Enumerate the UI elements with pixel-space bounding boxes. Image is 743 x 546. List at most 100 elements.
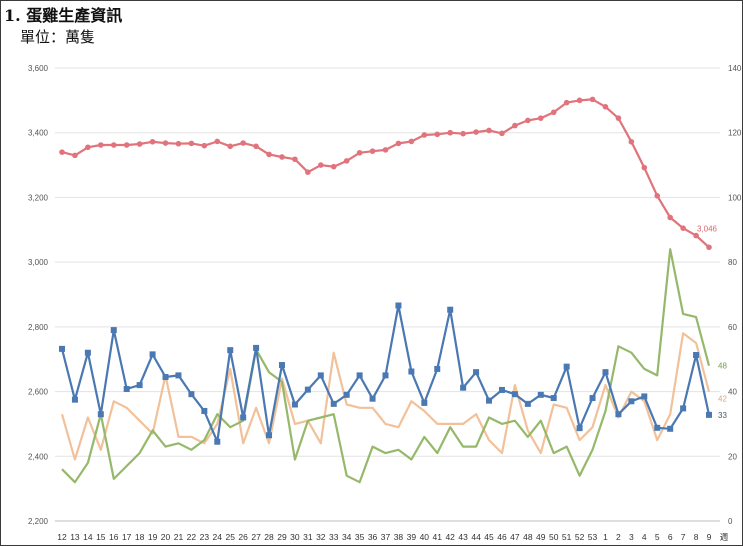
data-point bbox=[628, 398, 635, 405]
data-point bbox=[188, 140, 195, 147]
y-left-tick-label: 2,600 bbox=[28, 388, 49, 397]
x-tick-label: 25 bbox=[225, 532, 235, 542]
data-point bbox=[123, 142, 130, 148]
data-point bbox=[576, 97, 583, 104]
x-tick-label: 42 bbox=[445, 532, 455, 542]
data-point bbox=[550, 395, 557, 402]
x-tick-label: 47 bbox=[510, 532, 520, 542]
data-point bbox=[305, 169, 311, 175]
x-tick-label: 6 bbox=[668, 532, 673, 542]
x-tick-label: 45 bbox=[484, 532, 494, 542]
data-point bbox=[693, 352, 700, 359]
x-tick-label: 2 bbox=[616, 532, 621, 542]
y-right-tick-label: 100 bbox=[728, 193, 742, 202]
x-tick-label: 15 bbox=[96, 532, 106, 542]
x-tick-label: 31 bbox=[303, 532, 313, 542]
data-point bbox=[291, 401, 298, 408]
data-point bbox=[498, 386, 505, 393]
data-point bbox=[473, 129, 479, 135]
data-point bbox=[84, 349, 91, 356]
data-point bbox=[680, 225, 686, 231]
x-tick-label: 30 bbox=[290, 532, 300, 542]
x-tick-label: 23 bbox=[200, 532, 210, 542]
y-left-tick-label: 3,600 bbox=[28, 64, 49, 73]
y-right-tick-label: 20 bbox=[728, 452, 737, 461]
x-tick-label: 38 bbox=[394, 532, 404, 542]
x-tick-label: 14 bbox=[83, 532, 93, 542]
data-point bbox=[240, 414, 247, 421]
data-point bbox=[667, 214, 673, 221]
x-tick-label: 1 bbox=[603, 532, 608, 542]
x-tick-label: 50 bbox=[549, 532, 559, 542]
data-point bbox=[85, 144, 91, 151]
data-point bbox=[641, 164, 648, 171]
data-point bbox=[253, 143, 259, 150]
data-point bbox=[447, 129, 454, 136]
data-point bbox=[511, 391, 518, 398]
y-left-tick-label: 3,200 bbox=[28, 193, 49, 202]
data-point bbox=[175, 140, 182, 147]
data-label: 3,046 bbox=[697, 224, 718, 233]
x-tick-label: 41 bbox=[433, 532, 443, 542]
x-tick-label: 7 bbox=[681, 532, 686, 542]
x-tick-label: 12 bbox=[57, 532, 67, 542]
data-point bbox=[227, 347, 234, 354]
x-tick-label: 8 bbox=[694, 532, 699, 542]
data-point bbox=[706, 244, 712, 251]
x-tick-label: 3 bbox=[629, 532, 634, 542]
data-point bbox=[434, 365, 441, 372]
x-tick-label: 43 bbox=[458, 532, 468, 542]
data-point bbox=[110, 142, 117, 148]
y-right-tick-label: 40 bbox=[728, 388, 737, 397]
data-point bbox=[447, 306, 454, 313]
x-tick-label: 16 bbox=[109, 532, 119, 542]
data-point bbox=[214, 138, 221, 145]
x-tick-label: 29 bbox=[277, 532, 287, 542]
data-point bbox=[279, 154, 285, 160]
x-tick-label: 49 bbox=[536, 532, 546, 542]
y-right-tick-label: 120 bbox=[728, 129, 742, 138]
data-point bbox=[110, 327, 117, 334]
x-tick-label: 19 bbox=[148, 532, 158, 542]
data-point bbox=[71, 396, 78, 403]
data-point bbox=[188, 391, 195, 398]
data-point bbox=[550, 109, 557, 116]
data-point bbox=[563, 99, 570, 106]
x-tick-label: 34 bbox=[342, 532, 352, 542]
x-tick-label: 52 bbox=[575, 532, 585, 542]
x-tick-label: 13 bbox=[70, 532, 80, 542]
data-point bbox=[136, 382, 143, 389]
x-tick-label: 44 bbox=[471, 532, 481, 542]
data-point bbox=[162, 374, 169, 381]
data-point bbox=[201, 407, 208, 414]
data-point bbox=[162, 140, 169, 146]
data-point bbox=[654, 193, 661, 199]
x-tick-label: 24 bbox=[213, 532, 223, 542]
x-tick-label: 48 bbox=[523, 532, 533, 542]
data-point bbox=[421, 132, 428, 138]
data-point bbox=[434, 131, 441, 138]
data-point bbox=[317, 372, 324, 379]
data-point bbox=[525, 117, 531, 124]
data-point bbox=[343, 391, 350, 398]
data-point bbox=[214, 438, 221, 445]
x-tick-label: 27 bbox=[251, 532, 261, 542]
data-point bbox=[680, 405, 687, 412]
data-point bbox=[330, 400, 337, 407]
data-label: 33 bbox=[718, 411, 727, 420]
data-point bbox=[318, 162, 324, 168]
data-point bbox=[59, 149, 65, 155]
data-point bbox=[382, 147, 389, 153]
data-point bbox=[512, 122, 518, 129]
data-point bbox=[486, 397, 493, 404]
series-line bbox=[61, 98, 710, 249]
data-point bbox=[356, 149, 363, 156]
data-point bbox=[589, 395, 596, 402]
x-tick-label: 33 bbox=[329, 532, 339, 542]
y-left-tick-label: 3,000 bbox=[28, 258, 49, 267]
x-tick-label: 28 bbox=[264, 532, 274, 542]
data-point bbox=[266, 432, 273, 439]
y-left-tick-label: 2,200 bbox=[28, 517, 49, 526]
data-point bbox=[615, 411, 622, 418]
